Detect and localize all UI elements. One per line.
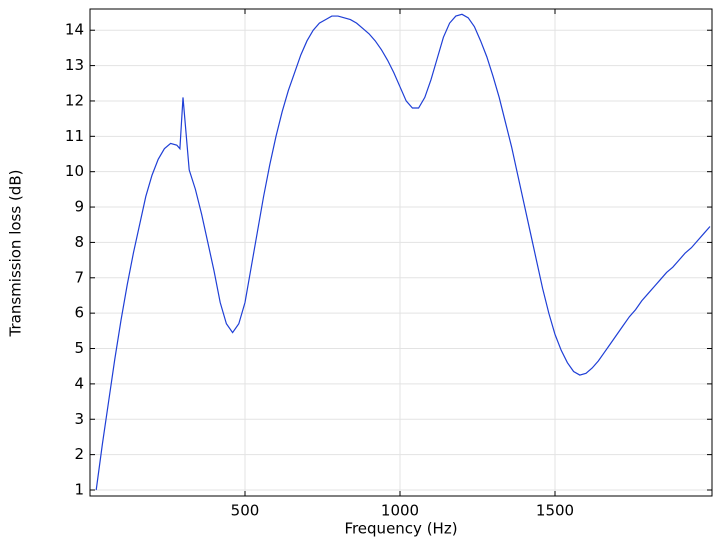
x-tick-label: 500 [231,502,260,520]
y-tick-label: 9 [74,198,84,216]
y-tick-label: 7 [74,268,84,286]
y-tick-label: 3 [74,410,84,428]
y-tick-label: 8 [74,233,84,251]
y-tick-label: 5 [74,339,84,357]
y-tick-label: 10 [65,162,84,180]
plot-frame [89,8,713,497]
y-tick-label: 13 [65,56,84,74]
y-tick-label: 11 [65,127,84,145]
data-line [95,13,711,491]
x-tick-label: 1500 [536,502,574,520]
x-tick-label: 1000 [381,502,419,520]
y-tick-label: 12 [65,91,84,109]
y-tick-label: 2 [74,445,84,463]
y-tick-label: 4 [74,374,84,392]
y-tick-label: 1 [74,480,84,498]
y-tick-label: 14 [65,21,84,39]
y-tick-label: 6 [74,304,84,322]
x-axis-label: Frequency (Hz) [344,520,457,538]
y-axis-label: Transmission loss (dB) [7,170,25,338]
